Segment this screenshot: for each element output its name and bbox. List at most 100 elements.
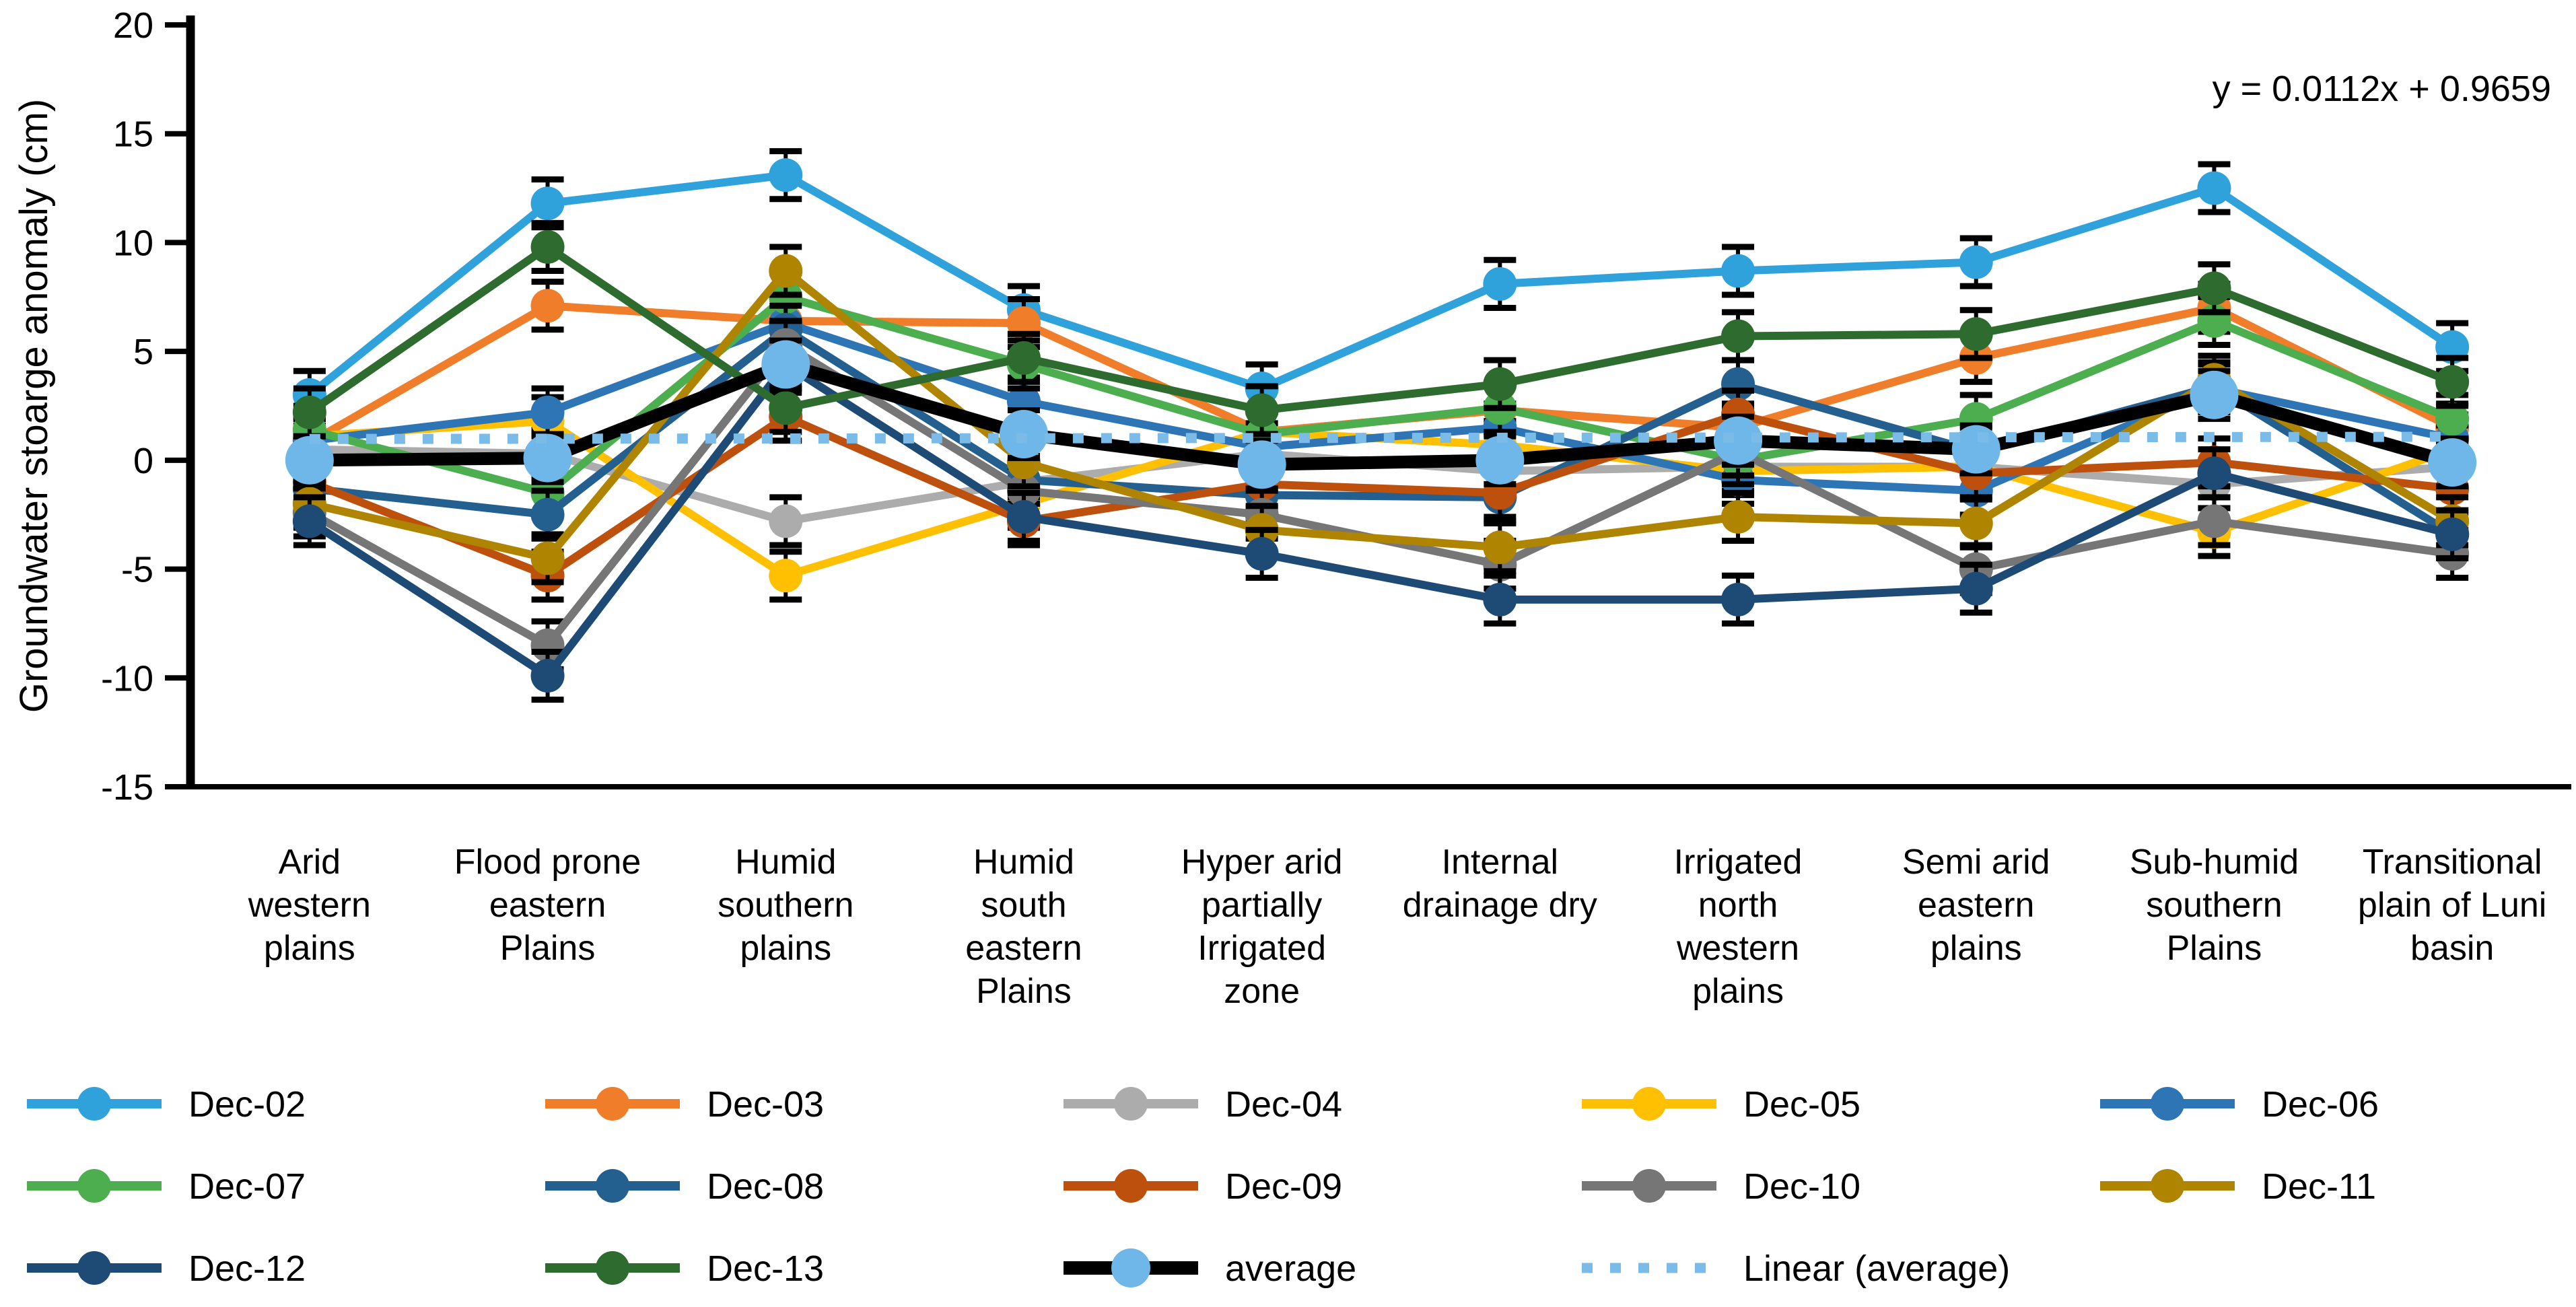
- x-category-label: Flood prone: [454, 843, 641, 882]
- series-marker-average: [1714, 416, 1763, 465]
- legend-marker-swatch: [1111, 1248, 1150, 1287]
- x-category-label: Transitional: [2363, 843, 2542, 882]
- x-category-label: Arid: [279, 843, 341, 882]
- x-category-label: plain of Luni: [2358, 886, 2546, 925]
- series-marker-Dec-12: [1959, 571, 1993, 606]
- legend-label: Dec-04: [1225, 1084, 1342, 1125]
- y-tick-label: 20: [113, 5, 153, 46]
- series-marker-Dec-12: [530, 659, 565, 693]
- legend-marker-swatch: [1632, 1169, 1666, 1203]
- series-marker-Dec-13: [769, 391, 803, 425]
- series-Dec-02: [292, 148, 2470, 422]
- legend-marker-swatch: [77, 1251, 111, 1285]
- x-category-label: plains: [1692, 972, 1784, 1011]
- x-category-label: north: [1698, 886, 1778, 925]
- series-average: [285, 337, 2477, 492]
- x-category-label: drainage dry: [1403, 886, 1597, 925]
- legend-item-dec-12: Dec-12: [27, 1248, 306, 1289]
- x-category-label: southern: [2146, 886, 2282, 925]
- series-marker-Dec-13: [1959, 317, 1993, 351]
- series-marker-Dec-11: [769, 254, 803, 288]
- legend-marker-swatch: [1114, 1169, 1148, 1203]
- legend-marker-swatch: [77, 1087, 111, 1121]
- x-category-label: southern: [718, 886, 854, 925]
- series-marker-Dec-02: [1483, 267, 1517, 301]
- legend-marker-swatch: [596, 1251, 629, 1285]
- legend-item-dec-09: Dec-09: [1064, 1166, 1342, 1207]
- series-marker-Dec-02: [530, 186, 565, 221]
- legend-label: Dec-07: [188, 1166, 306, 1207]
- legend-item-dec-06: Dec-06: [2100, 1084, 2379, 1125]
- legend-item-average: average: [1064, 1248, 1356, 1289]
- series-marker-Dec-02: [769, 158, 803, 192]
- trendline-linear-average: [309, 431, 2453, 444]
- x-category-label: eastern: [489, 886, 606, 925]
- legend-label: Dec-05: [1743, 1084, 1860, 1125]
- legend-item-linear-average-: Linear (average): [1582, 1248, 2010, 1289]
- series-marker-Dec-13: [1483, 367, 1517, 401]
- series-marker-Dec-10: [2197, 504, 2231, 538]
- series-marker-average: [1237, 440, 1286, 489]
- x-category-label: Hyper arid: [1181, 843, 1343, 882]
- series-marker-Dec-11: [530, 541, 565, 575]
- x-category-label: plains: [740, 929, 831, 968]
- series-marker-Dec-12: [1483, 582, 1517, 616]
- x-category-label: plains: [1930, 929, 2022, 968]
- legend-label: Dec-03: [707, 1084, 824, 1125]
- series-marker-Dec-04: [769, 504, 803, 538]
- legend-label: Dec-09: [1225, 1166, 1342, 1207]
- x-category-label: Plains: [2167, 929, 2262, 968]
- legend-marker-swatch: [596, 1169, 629, 1203]
- y-tick-label: 5: [133, 332, 153, 372]
- x-category-label: western: [248, 886, 371, 925]
- series-marker-Dec-02: [1959, 245, 1993, 279]
- y-tick-label: 0: [133, 441, 153, 481]
- x-category-label: Internal: [1442, 843, 1558, 882]
- series-marker-Dec-03: [530, 289, 565, 323]
- y-tick-label: -5: [121, 550, 153, 590]
- legend-label: Dec-06: [2262, 1084, 2379, 1125]
- legend-marker-swatch: [77, 1169, 111, 1203]
- series-marker-Dec-11: [1721, 499, 1755, 534]
- x-category-label: zone: [1224, 972, 1300, 1011]
- y-tick-label: -10: [101, 658, 153, 699]
- series-marker-Dec-13: [1721, 319, 1755, 353]
- x-category-label: south: [981, 886, 1066, 925]
- y-tick-label: -15: [101, 767, 153, 808]
- x-category-label: eastern: [1918, 886, 2034, 925]
- legend-item-dec-13: Dec-13: [545, 1248, 824, 1289]
- series-marker-average: [2190, 370, 2239, 419]
- series-marker-Dec-07: [2435, 402, 2470, 436]
- series-marker-Dec-08: [530, 497, 565, 532]
- legend-marker-swatch: [1632, 1087, 1666, 1121]
- series-marker-Dec-11: [1959, 506, 1993, 540]
- series-marker-average: [761, 340, 810, 389]
- series-marker-Dec-12: [1721, 582, 1755, 616]
- legend-item-dec-08: Dec-08: [545, 1166, 824, 1207]
- x-category-label: Plains: [976, 972, 1072, 1011]
- y-tick-label: 10: [113, 223, 153, 263]
- legend-item-dec-11: Dec-11: [2100, 1166, 2376, 1207]
- series-line-Dec-13: [305, 242, 2457, 417]
- x-category-label: Irrigated: [1197, 929, 1326, 968]
- x-category-label: western: [1676, 929, 1799, 968]
- legend-item-dec-05: Dec-05: [1582, 1084, 1860, 1125]
- y-axis-title: Groundwater stoarge anomaly (cm): [12, 99, 56, 713]
- trendline-equation-label: y = 0.0112x + 0.9659: [2213, 69, 2551, 109]
- series-line-Dec-12: [305, 360, 2457, 680]
- series-marker-Dec-12: [1245, 536, 1279, 571]
- legend-label: average: [1225, 1248, 1356, 1289]
- y-tick-label: 15: [113, 114, 153, 155]
- legend-item-dec-02: Dec-02: [27, 1084, 306, 1125]
- legend-label: Linear (average): [1743, 1248, 2010, 1289]
- legend-marker-swatch: [596, 1087, 629, 1121]
- series-marker-Dec-13: [2197, 271, 2231, 306]
- series-marker-average: [1475, 435, 1525, 485]
- series-line-average: [303, 358, 2459, 471]
- x-category-label: basin: [2410, 929, 2494, 968]
- x-category-label: Plains: [500, 929, 596, 968]
- x-category-label: Sub-humid: [2130, 843, 2299, 882]
- legend-marker-swatch: [2151, 1169, 2184, 1203]
